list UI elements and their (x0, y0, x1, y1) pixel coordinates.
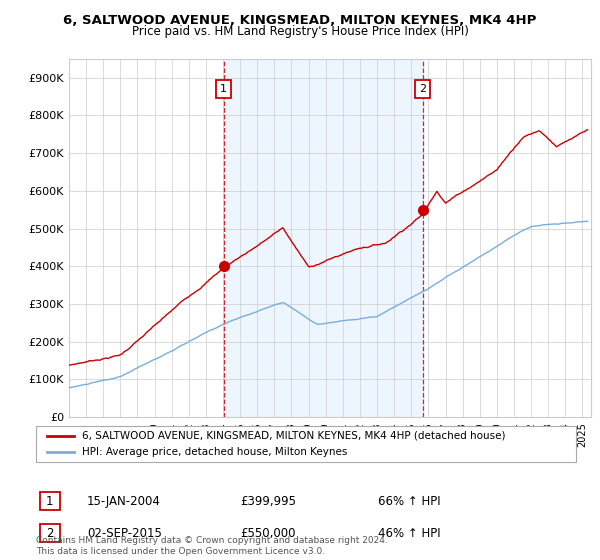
Text: 6, SALTWOOD AVENUE, KINGSMEAD, MILTON KEYNES, MK4 4HP (detached house): 6, SALTWOOD AVENUE, KINGSMEAD, MILTON KE… (82, 431, 505, 441)
Text: 46% ↑ HPI: 46% ↑ HPI (378, 526, 440, 540)
Text: 15-JAN-2004: 15-JAN-2004 (87, 494, 161, 508)
Text: 1: 1 (220, 84, 227, 94)
Text: 6, SALTWOOD AVENUE, KINGSMEAD, MILTON KEYNES, MK4 4HP: 6, SALTWOOD AVENUE, KINGSMEAD, MILTON KE… (64, 14, 536, 27)
FancyBboxPatch shape (40, 492, 59, 510)
Text: 2: 2 (46, 526, 53, 540)
Text: 66% ↑ HPI: 66% ↑ HPI (378, 494, 440, 508)
Text: 02-SEP-2015: 02-SEP-2015 (87, 526, 162, 540)
Text: 2: 2 (419, 84, 427, 94)
Text: Price paid vs. HM Land Registry's House Price Index (HPI): Price paid vs. HM Land Registry's House … (131, 25, 469, 38)
Text: £399,995: £399,995 (240, 494, 296, 508)
FancyBboxPatch shape (40, 524, 59, 542)
Text: Contains HM Land Registry data © Crown copyright and database right 2024.
This d: Contains HM Land Registry data © Crown c… (36, 536, 388, 556)
Bar (224, 59, 423, 417)
Text: 1: 1 (46, 494, 53, 508)
FancyBboxPatch shape (36, 426, 576, 462)
Text: HPI: Average price, detached house, Milton Keynes: HPI: Average price, detached house, Milt… (82, 447, 347, 457)
Text: £550,000: £550,000 (240, 526, 296, 540)
